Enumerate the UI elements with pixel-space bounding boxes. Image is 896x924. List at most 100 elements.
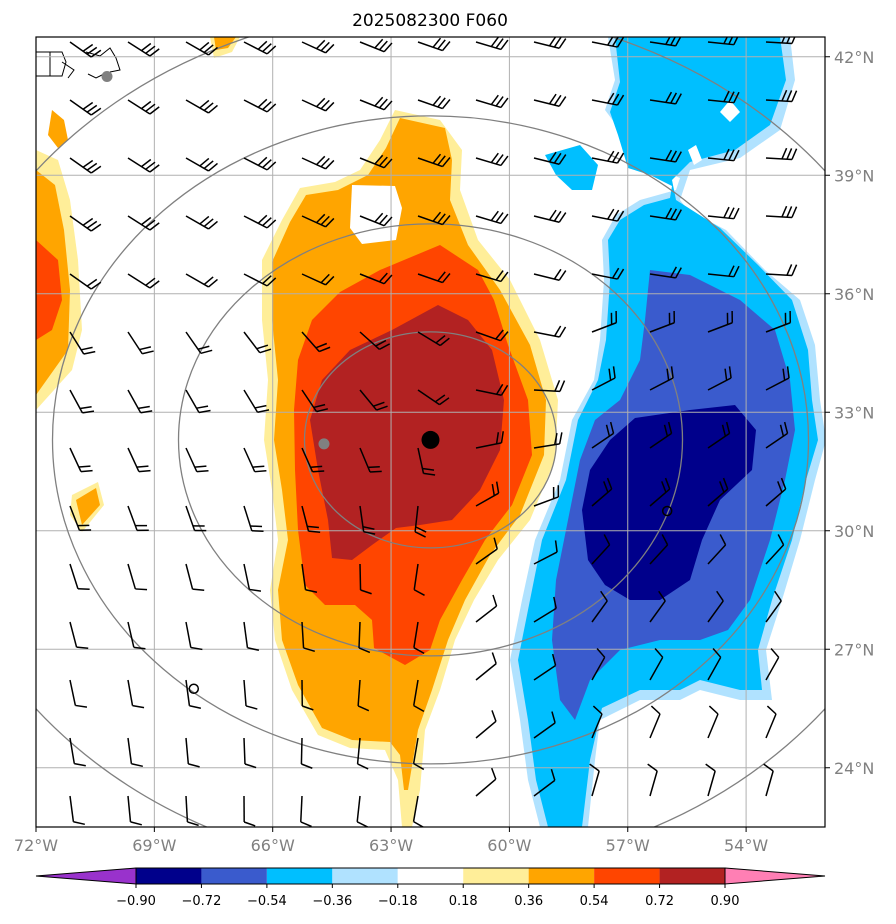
wind-barb: [243, 621, 260, 652]
wind-barb: [185, 215, 218, 230]
wind-barb: [765, 534, 785, 565]
wind-barb: [533, 485, 560, 507]
map-frame: [35, 36, 826, 828]
colorbar-label: 0.72: [645, 894, 674, 909]
wind-barb: [649, 590, 666, 623]
colorbar-label: 0.36: [514, 894, 543, 909]
wind-barb: [533, 596, 557, 623]
wind-barb: [301, 505, 321, 534]
wind-barb: [243, 447, 267, 473]
colorbar-label: −0.72: [182, 894, 222, 909]
wind-barb: [359, 96, 393, 111]
wind-barb: [533, 711, 556, 739]
wind-barb: [591, 421, 615, 449]
map-area: [36, 37, 825, 827]
wind-barb: [475, 537, 498, 565]
wind-barb: [707, 705, 719, 739]
wind-barb: [127, 99, 160, 115]
wind-barb: [69, 679, 88, 708]
colorbar: −0.90 −0.72 −0.54 −0.36 −0.18 0.18 0.36 0.54 0.7…: [35, 867, 826, 909]
open-circle-marker: [661, 505, 673, 517]
wind-barb: [69, 737, 86, 767]
wind-barb: [301, 389, 329, 413]
colorbar-label: −0.18: [378, 894, 418, 909]
wind-barb: [533, 209, 567, 223]
wind-barb: [533, 325, 567, 338]
colorbar-swatch: [136, 868, 202, 884]
wind-barb: [649, 311, 676, 333]
wind-barb: [359, 272, 393, 285]
wind-barb: [475, 152, 509, 167]
wind-barb: [127, 389, 153, 414]
wind-barb: [591, 92, 625, 106]
wind-barb: [359, 212, 393, 227]
wind-barb: [69, 215, 102, 232]
range-ring: [303, 331, 558, 549]
wind-barb: [417, 95, 451, 110]
colorbar-extend-min: [35, 867, 137, 885]
wind-barb: [765, 421, 789, 449]
wind-barb: [243, 273, 277, 287]
wind-barb: [185, 389, 211, 414]
range-ring: [177, 223, 684, 657]
wind-barb: [185, 447, 209, 473]
wind-barb: [359, 447, 382, 473]
x-tick-label: 66°W: [251, 836, 295, 855]
wind-barb: [243, 156, 277, 171]
wind-barb: [300, 795, 312, 827]
wind-barb: [69, 795, 85, 826]
colorbar-label: 0.18: [449, 894, 478, 909]
wind-barb: [649, 534, 669, 565]
wind-barb: [707, 477, 729, 507]
wind-barb: [69, 563, 90, 590]
wind-barb: [185, 331, 213, 355]
wind-barb: [591, 267, 625, 280]
wind-barb: [765, 705, 777, 739]
colorbar-swatch: [201, 868, 267, 884]
wind-barb: [412, 737, 425, 771]
wind-barb: [417, 153, 451, 168]
colorbar-swatch: [266, 868, 333, 884]
wind-barb: [707, 590, 724, 623]
wind-barb: [69, 389, 95, 414]
wind-barb: [417, 331, 450, 347]
wind-barb: [301, 39, 335, 54]
wind-barb: [649, 705, 661, 739]
wind-barbs: [69, 37, 798, 827]
y-tick-label: 42°N: [834, 48, 874, 67]
wind-barb: [185, 621, 203, 651]
wind-barb: [591, 477, 613, 507]
wind-barb: [763, 763, 774, 797]
wind-barb: [707, 148, 740, 162]
x-tick-label: 72°W: [14, 836, 58, 855]
wind-barb: [475, 210, 509, 225]
anomaly-positive-central: [262, 110, 558, 827]
wind-barb: [533, 151, 567, 165]
y-tick-label: 39°N: [834, 166, 874, 185]
wind-barb: [591, 366, 616, 391]
wind-barb: [649, 477, 671, 507]
wind-barb: [127, 795, 143, 826]
y-tick-label: 27°N: [834, 640, 874, 659]
wind-barb: [707, 534, 727, 565]
wind-barb: [243, 563, 262, 592]
wind-barb: [533, 653, 557, 681]
wind-barb: [533, 768, 556, 797]
wind-barb: [69, 505, 92, 531]
wind-barb: [127, 157, 160, 173]
colorbar-swatch: [397, 868, 464, 884]
wind-barb: [127, 737, 143, 768]
y-axis-ticks: 42°N 39°N 36°N 33°N 30°N 27°N 24°N: [825, 48, 874, 778]
wind-barb: [649, 647, 664, 681]
wind-barb: [301, 213, 335, 228]
wind-barb: [185, 563, 205, 592]
wind-barb: [707, 265, 740, 278]
x-tick-label: 63°W: [369, 836, 413, 855]
wind-barb: [707, 206, 740, 220]
wind-barb: [475, 767, 497, 797]
wind-barb: [765, 89, 798, 103]
wind-barb: [705, 763, 716, 797]
wind-barb: [127, 679, 145, 709]
y-tick-label: 24°N: [834, 759, 874, 778]
wind-barb: [649, 421, 673, 449]
